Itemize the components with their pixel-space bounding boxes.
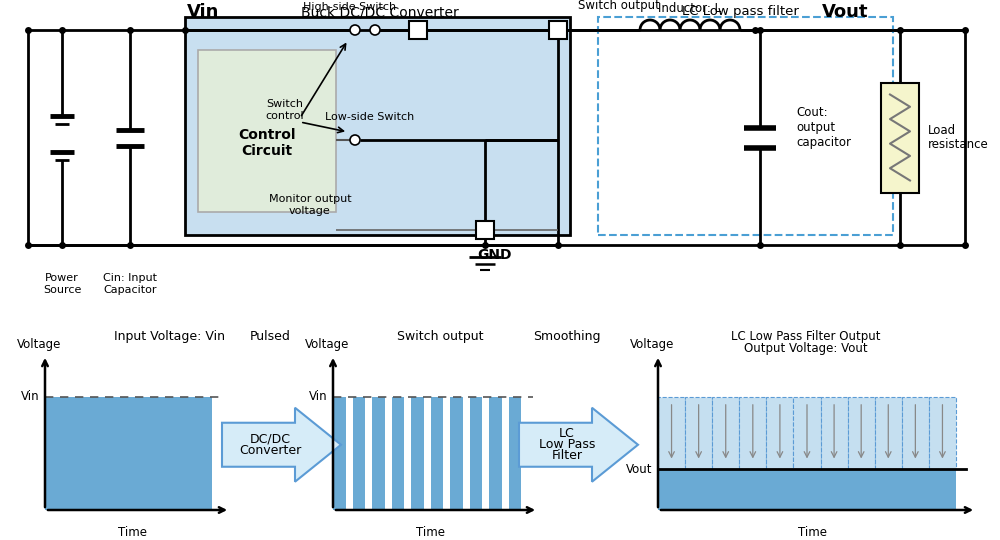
Text: Cout:
output
capacitor: Cout: output capacitor	[796, 106, 851, 149]
Text: Vout: Vout	[822, 3, 868, 21]
Text: Time: Time	[798, 526, 826, 539]
Text: Vin: Vin	[21, 390, 40, 403]
Bar	[476, 221, 494, 239]
Text: Converter: Converter	[239, 444, 301, 457]
Bar	[392, 397, 404, 510]
Bar	[712, 397, 739, 469]
Text: GND: GND	[478, 248, 512, 262]
Bar	[198, 50, 336, 212]
Text: Vin: Vin	[309, 390, 328, 403]
Text: High-side Switch: High-side Switch	[303, 2, 397, 12]
Bar	[509, 397, 521, 510]
Bar	[793, 397, 821, 469]
Text: Low Pass: Low Pass	[539, 438, 595, 451]
Text: Control
Circuit: Control Circuit	[238, 128, 296, 158]
Text: Filter: Filter	[552, 449, 582, 462]
Circle shape	[370, 25, 380, 35]
Circle shape	[350, 135, 360, 145]
Text: Vin: Vin	[187, 3, 219, 21]
Bar	[411, 397, 424, 510]
Text: Cin: Input
Capacitor: Cin: Input Capacitor	[103, 273, 157, 295]
Text: Switch
control: Switch control	[266, 99, 304, 121]
Text: Low-side Switch: Low-side Switch	[325, 112, 415, 122]
Text: Monitor output
voltage: Monitor output voltage	[269, 194, 351, 216]
Bar	[881, 83, 919, 192]
Text: Vout: Vout	[626, 463, 652, 476]
Bar	[929, 397, 956, 469]
Bar	[549, 21, 567, 39]
Text: Time: Time	[416, 526, 445, 539]
Bar	[450, 397, 463, 510]
Text: Pulsed: Pulsed	[250, 330, 290, 343]
Text: Load
resistance: Load resistance	[928, 124, 989, 152]
Bar	[430, 397, 443, 510]
Text: Input Voltage: Vin: Input Voltage: Vin	[114, 330, 226, 343]
Text: Switch output: Switch output	[397, 330, 484, 343]
Bar	[470, 397, 482, 510]
Text: LC Low Pass Filter Output: LC Low Pass Filter Output	[731, 330, 881, 343]
Text: Inductor: L: Inductor: L	[658, 2, 722, 15]
Bar	[766, 397, 793, 469]
Text: Output Voltage: Vout: Output Voltage: Vout	[744, 342, 868, 355]
Polygon shape	[222, 408, 341, 482]
Text: Buck DC/DC Converter: Buck DC/DC Converter	[301, 5, 459, 19]
Bar	[902, 397, 929, 469]
Bar	[185, 17, 570, 235]
Bar	[875, 397, 902, 469]
Bar	[658, 397, 685, 469]
Text: Voltage: Voltage	[17, 338, 61, 351]
Bar	[333, 397, 346, 510]
Bar	[45, 397, 212, 510]
Text: Voltage: Voltage	[305, 338, 349, 351]
Text: Time: Time	[118, 526, 147, 539]
Polygon shape	[519, 408, 638, 482]
Text: Switch output: Switch output	[578, 0, 660, 12]
Bar	[685, 397, 712, 469]
Text: Smoothing: Smoothing	[533, 330, 601, 343]
Bar	[489, 397, 502, 510]
Bar	[821, 397, 848, 469]
Bar	[739, 397, 766, 469]
Text: Voltage: Voltage	[630, 338, 674, 351]
Text: LC Low pass filter: LC Low pass filter	[682, 5, 798, 18]
Bar	[372, 397, 385, 510]
Bar	[409, 21, 427, 39]
Circle shape	[350, 25, 360, 35]
Text: Power
Source: Power Source	[43, 273, 81, 295]
Bar	[352, 397, 365, 510]
Text: DC/DC: DC/DC	[250, 433, 290, 446]
Text: LC: LC	[559, 427, 575, 440]
Bar	[848, 397, 875, 469]
Bar	[598, 17, 893, 235]
Bar	[658, 469, 956, 510]
